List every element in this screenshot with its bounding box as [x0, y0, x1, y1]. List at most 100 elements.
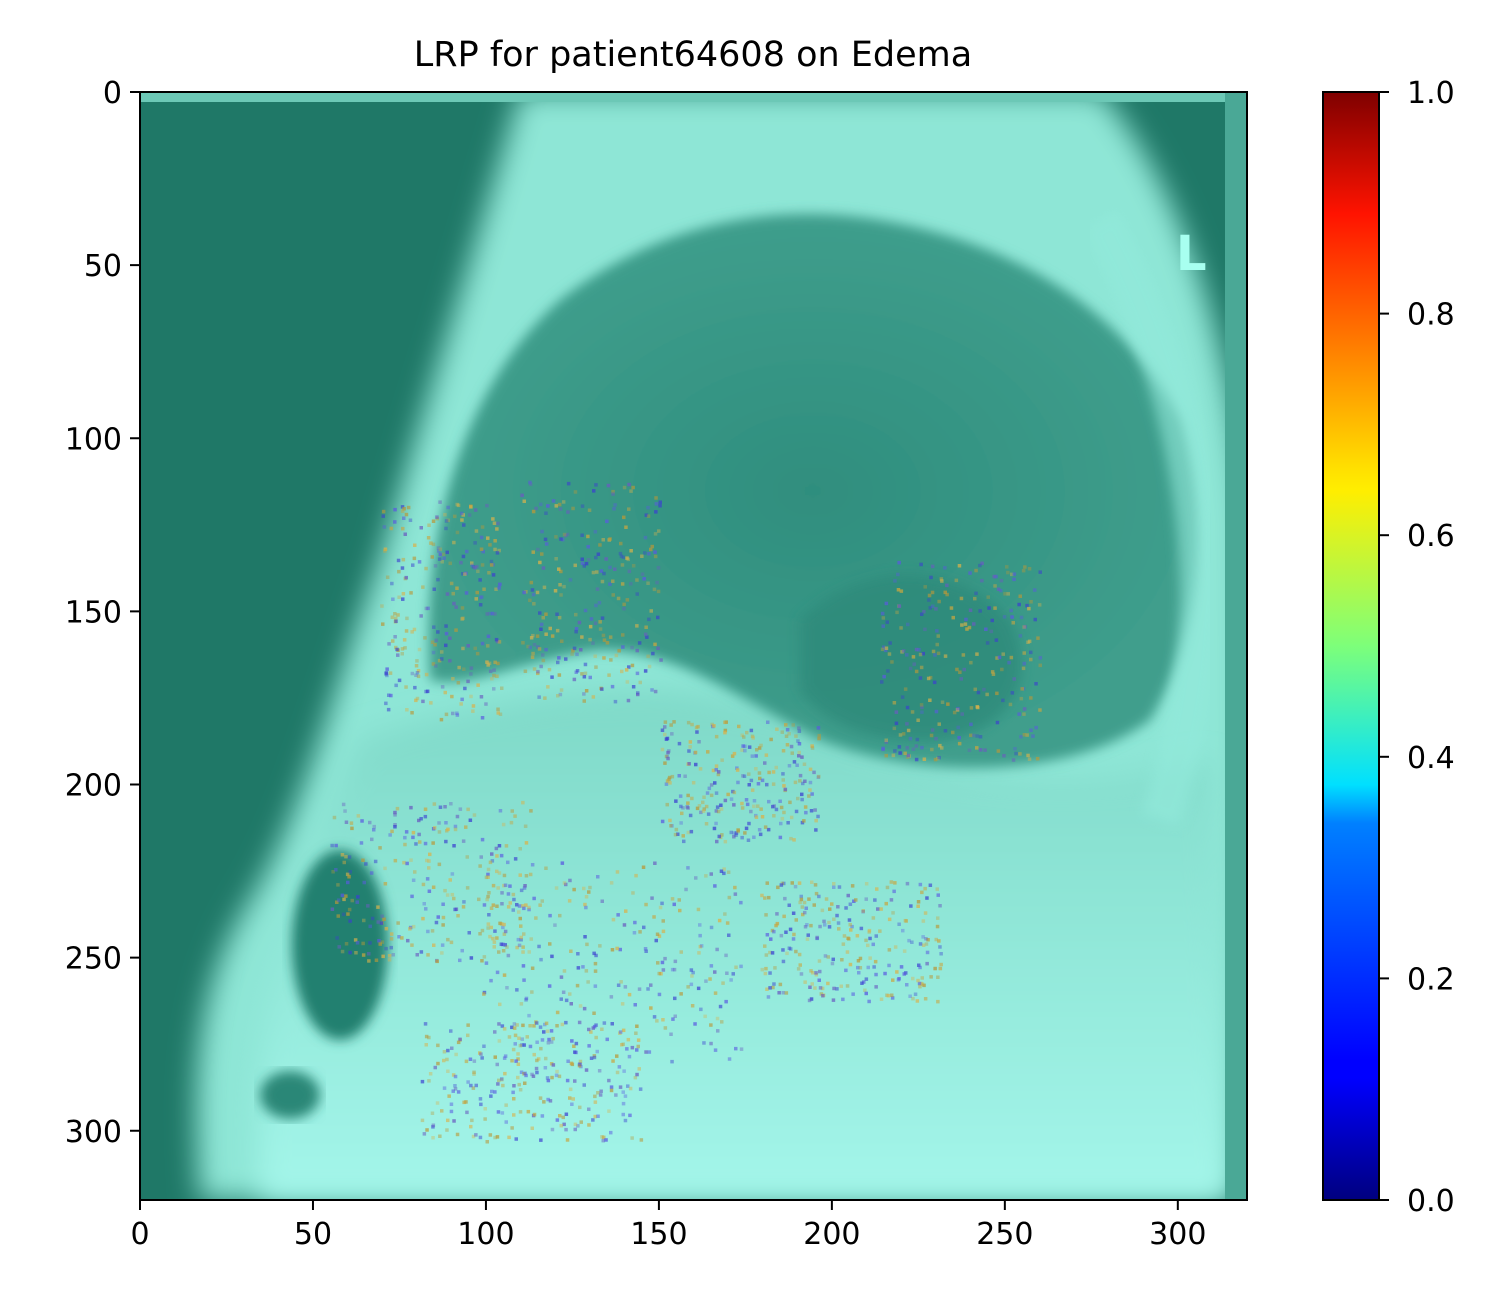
lrp-speckle-dot — [696, 986, 701, 991]
colorbar-tick-label: 0.6 — [1407, 519, 1455, 554]
lrp-speckle-dot — [519, 1070, 524, 1074]
lrp-speckle-dot — [489, 906, 494, 910]
lrp-speckle-dot — [583, 902, 587, 907]
lrp-speckle-dot — [368, 924, 372, 929]
lrp-speckle-dot — [798, 900, 802, 905]
lrp-speckle-dot — [470, 561, 474, 565]
lrp-speckle-dot — [751, 736, 755, 740]
lrp-speckle-dot — [502, 973, 507, 977]
lrp-speckle-dot — [615, 1070, 620, 1075]
lrp-speckle-dot — [954, 578, 959, 583]
lrp-speckle-dot — [617, 1065, 622, 1069]
lrp-speckle-dot — [729, 978, 733, 982]
lrp-speckle-dot — [405, 616, 409, 621]
lrp-speckle-dot — [356, 895, 360, 899]
lrp-speckle-dot — [416, 669, 421, 673]
lrp-speckle-dot — [1012, 572, 1017, 576]
lrp-speckle-dot — [656, 589, 661, 594]
lrp-speckle-dot — [797, 742, 802, 746]
lrp-speckle-dot — [683, 774, 687, 778]
lrp-speckle-dot — [633, 1075, 638, 1080]
lrp-speckle-dot — [433, 1065, 437, 1070]
lrp-speckle-dot — [437, 557, 442, 561]
lrp-speckle-dot — [446, 1048, 450, 1053]
lrp-speckle-dot — [884, 738, 888, 742]
lrp-speckle-dot — [400, 505, 405, 509]
lrp-speckle-dot — [765, 881, 769, 885]
lrp-speckle-dot — [719, 807, 724, 811]
lrp-speckle-dot — [706, 812, 711, 816]
lrp-speckle-dot — [462, 523, 466, 527]
lrp-speckle-dot — [644, 1050, 648, 1054]
lrp-speckle-dot — [845, 950, 850, 954]
lrp-speckle-dot — [576, 966, 581, 970]
lrp-speckle-dot — [489, 978, 493, 983]
lrp-speckle-dot — [831, 998, 836, 1002]
lrp-speckle-dot — [627, 569, 632, 574]
lrp-speckle-dot — [625, 598, 630, 602]
lrp-speckle-dot — [586, 558, 591, 562]
lrp-speckle-dot — [562, 584, 566, 589]
lrp-speckle-dot — [536, 645, 540, 649]
lrp-speckle-dot — [1014, 751, 1018, 756]
lrp-speckle-dot — [726, 870, 731, 874]
lrp-speckle-dot — [499, 853, 504, 858]
lrp-speckle-dot — [808, 788, 812, 792]
lrp-speckle-dot — [697, 740, 701, 744]
lrp-speckle-dot — [546, 1097, 550, 1102]
lrp-speckle-dot — [449, 1029, 453, 1033]
lrp-speckle-dot — [775, 921, 780, 926]
lrp-speckle-dot — [562, 969, 567, 973]
lrp-speckle-dot — [492, 687, 496, 691]
lrp-speckle-dot — [417, 647, 422, 652]
lrp-speckle-dot — [572, 887, 576, 892]
lrp-speckle-dot — [406, 505, 411, 510]
lrp-speckle-dot — [401, 592, 406, 596]
lrp-speckle-dot — [727, 895, 732, 900]
lrp-speckle-dot — [889, 898, 894, 902]
lrp-speckle-dot — [670, 774, 675, 779]
lrp-speckle-dot — [989, 629, 994, 634]
lrp-speckle-dot — [461, 616, 465, 621]
lrp-speckle-dot — [488, 1133, 493, 1137]
lrp-speckle-dot — [933, 966, 937, 971]
lrp-speckle-dot — [704, 804, 709, 809]
lrp-speckle-dot — [602, 638, 607, 642]
lrp-speckle-dot — [800, 905, 805, 909]
lrp-speckle-dot — [547, 667, 552, 672]
lrp-speckle-dot — [596, 552, 601, 556]
lrp-speckle-dot — [564, 1127, 568, 1132]
lrp-speckle-dot — [803, 805, 808, 809]
xray-spine — [1082, 210, 1221, 827]
lrp-speckle-dot — [486, 926, 490, 930]
lrp-speckle-dot — [524, 590, 528, 594]
lrp-speckle-dot — [561, 537, 565, 542]
lrp-speckle-dot — [875, 887, 879, 891]
lrp-speckle-dot — [630, 1045, 635, 1050]
lrp-speckle-dot — [832, 917, 836, 921]
lrp-speckle-dot — [937, 722, 941, 726]
lrp-speckle-dot — [978, 748, 983, 752]
lrp-speckle-dot — [393, 507, 397, 512]
lrp-speckle-dot — [582, 675, 587, 679]
lrp-speckle-dot — [916, 978, 920, 983]
lrp-speckle-dot — [840, 958, 844, 962]
lrp-speckle-dot — [836, 921, 841, 925]
lrp-speckle-dot — [634, 1031, 638, 1035]
lrp-speckle-dot — [712, 724, 716, 728]
lrp-speckle-dot — [382, 525, 387, 529]
lrp-speckle-dot — [771, 804, 775, 809]
lrp-speckle-dot — [800, 797, 804, 802]
lrp-speckle-dot — [856, 965, 860, 970]
lrp-speckle-dot — [859, 926, 864, 931]
lrp-speckle-dot — [600, 899, 604, 903]
lrp-speckle-dot — [366, 904, 370, 908]
lrp-speckle-dot — [626, 1037, 631, 1042]
lrp-speckle-dot — [912, 662, 916, 666]
lrp-speckle-dot — [491, 883, 496, 888]
lrp-speckle-dot — [994, 574, 998, 579]
lrp-speckle-dot — [438, 500, 442, 504]
lrp-speckle-dot — [936, 975, 940, 979]
lrp-speckle-dot — [591, 695, 596, 699]
lrp-speckle-dot — [607, 1078, 611, 1083]
